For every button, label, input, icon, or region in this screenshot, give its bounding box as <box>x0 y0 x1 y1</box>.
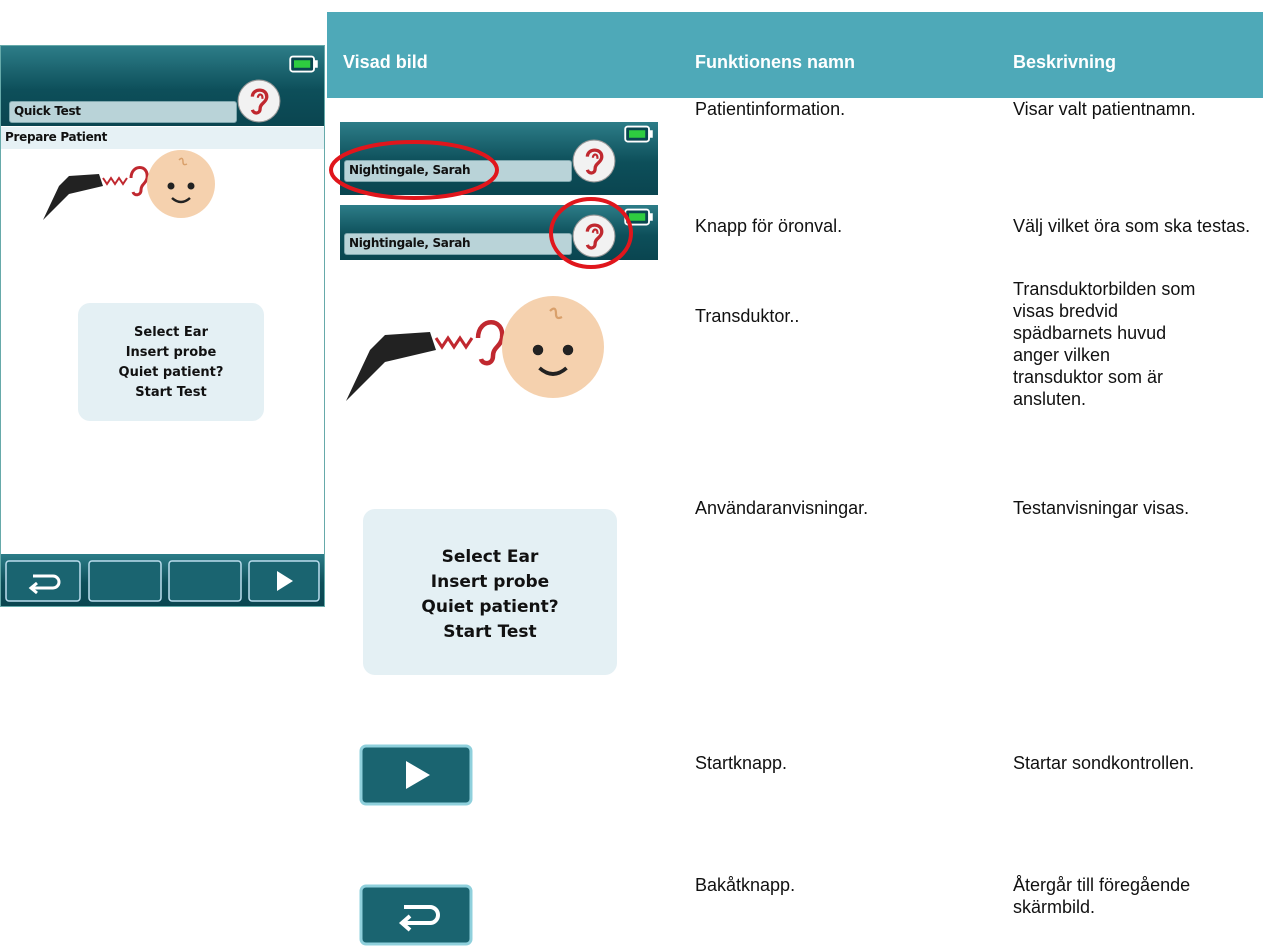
function-name: Knapp för öronval. <box>695 216 843 236</box>
function-description: Startar sondkontrollen. <box>1013 753 1195 773</box>
function-name: Patientinformation. <box>695 99 846 119</box>
bottom-buttons <box>5 560 320 602</box>
table-header <box>327 12 1263 98</box>
highlight-circle <box>549 197 633 269</box>
device-screen: Quick Test Prepare Patient Select Ear In… <box>0 45 325 607</box>
function-description: Testanvisningar visas. <box>1013 498 1190 518</box>
transducer-image <box>340 290 610 410</box>
screen-title: Quick Test <box>9 101 237 123</box>
header-cell: Beskrivning <box>1013 52 1117 72</box>
instruction-line: Select Ear <box>134 325 208 340</box>
header-cell: Funktionens namn <box>695 52 856 72</box>
function-description: Visar valt patientnamn. <box>1013 99 1196 119</box>
instruction-line: Quiet patient? <box>421 597 559 617</box>
battery-icon <box>289 55 319 73</box>
patient-name: Nightingale, Sarah <box>344 233 572 255</box>
function-name: Bakåtknapp. <box>695 875 796 895</box>
instruction-box: Select Ear Insert probe Quiet patient? S… <box>78 303 264 421</box>
highlight-circle <box>329 140 499 200</box>
function-name: Transduktor.. <box>695 306 800 326</box>
function-name: Användaranvisningar. <box>695 498 869 518</box>
instruction-line: Insert probe <box>125 345 217 360</box>
battery-icon <box>624 125 654 143</box>
instruction-line: Quiet patient? <box>118 365 224 380</box>
instruction-box: Select Ear Insert probe Quiet patient? S… <box>363 509 617 675</box>
instruction-line: Insert probe <box>430 572 550 592</box>
screen-subtitle: Prepare Patient <box>1 127 324 149</box>
function-description: Välj vilket öra som ska testas. <box>1013 216 1251 236</box>
ear-icon <box>572 139 616 183</box>
start-button-image <box>359 744 473 806</box>
back-button[interactable] <box>5 560 81 602</box>
empty-button[interactable] <box>88 560 162 602</box>
ear-button[interactable] <box>237 79 281 123</box>
function-description: Återgår till föregående skärmbild. <box>1013 875 1191 917</box>
function-name: Startknapp. <box>695 753 788 773</box>
transducer-image <box>41 148 217 222</box>
instruction-line: Start Test <box>443 622 537 642</box>
empty-button[interactable] <box>168 560 242 602</box>
back-button-image <box>359 884 473 946</box>
header-cell: Visad bild <box>343 52 428 72</box>
patient-name: Nightingale, Sarah <box>344 160 572 182</box>
instruction-line: Start Test <box>135 385 207 400</box>
function-description: Transduktorbilden som visas bredvid späd… <box>1013 279 1196 409</box>
start-button[interactable] <box>248 560 320 602</box>
instruction-line: Select Ear <box>441 547 539 567</box>
